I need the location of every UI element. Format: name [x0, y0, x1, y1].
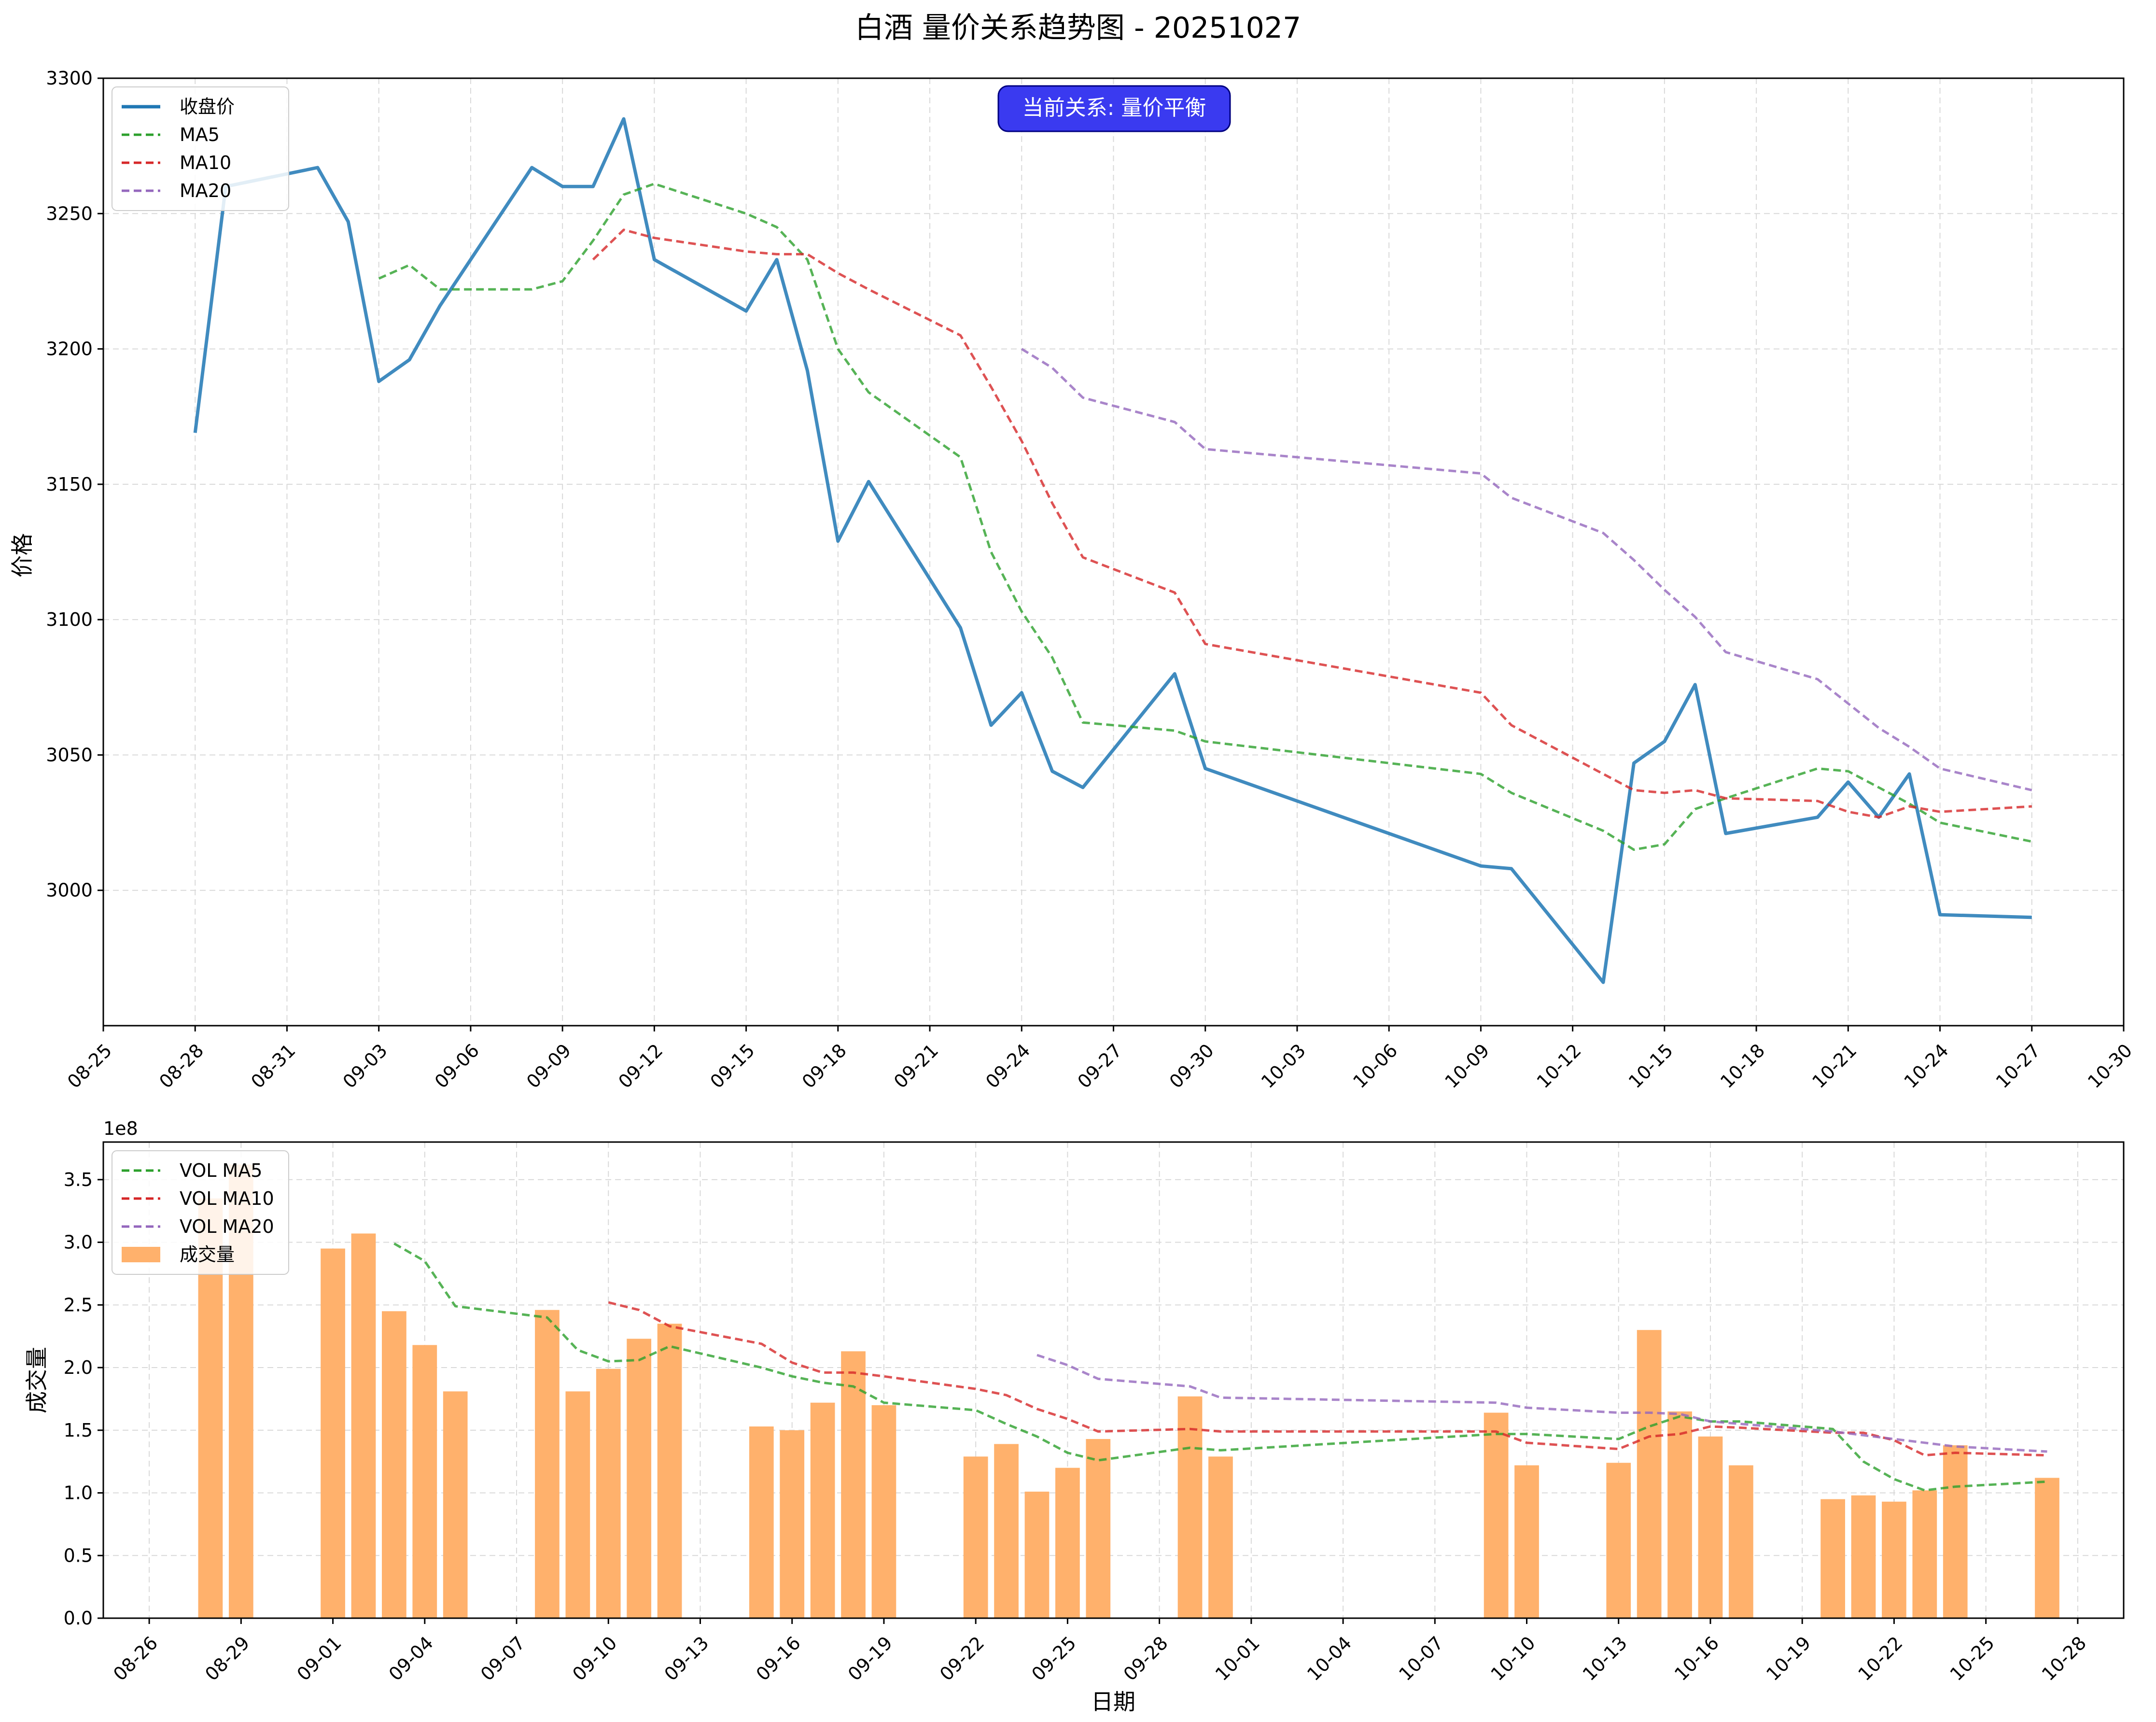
chart-title: 白酒 量价关系趋势图 - 20251027 [855, 11, 1301, 45]
volume-bar [1851, 1495, 1876, 1618]
volume-bar [382, 1311, 406, 1618]
y-tick-label: 1.0 [64, 1482, 93, 1504]
volume-bar [963, 1456, 988, 1618]
y-tick-label: 0.0 [64, 1608, 93, 1629]
volume-bar [994, 1444, 1019, 1618]
volume-bar [596, 1369, 621, 1618]
volume-bar [1484, 1412, 1509, 1618]
volume-bar [841, 1351, 866, 1618]
volume-bar [810, 1402, 835, 1618]
volume-axes-frame [102, 1141, 2125, 1619]
price-grid [103, 78, 2124, 1026]
y-tick-label: 2.0 [64, 1357, 93, 1378]
volume-bar [1024, 1491, 1050, 1618]
series-line-ma10 [592, 228, 2032, 819]
legend-label: MA20 [180, 180, 231, 201]
legend-label: VOL MA10 [180, 1188, 274, 1209]
y-tick-label: 3.0 [64, 1232, 93, 1253]
volume-bar [412, 1345, 437, 1618]
volume-bar [1514, 1465, 1539, 1618]
volume-bar [1882, 1501, 1906, 1618]
volume-bar [749, 1426, 774, 1618]
legend-label: 收盘价 [180, 96, 235, 117]
volume-bar [535, 1310, 560, 1618]
y-tick-label: 3000 [46, 880, 93, 901]
legend-frame [112, 86, 289, 211]
volume-y-ticks: 0.0 0.5 1.0 1.5 2.0 2.5 3.0 3.5 [64, 1169, 103, 1629]
volume-bar [351, 1233, 376, 1618]
series-line-ma5 [378, 183, 2032, 851]
volume-bar [565, 1391, 590, 1618]
y-tick-label: 0.5 [64, 1545, 93, 1566]
volume-bar [1820, 1499, 1845, 1618]
volume-scale-label: 1e8 [103, 1118, 138, 1139]
volume-x-axis-label: 日期 [1091, 1689, 1135, 1715]
price-y-axis-label: 价格 [9, 533, 35, 578]
y-tick-label: 3300 [46, 68, 93, 89]
legend-swatch [122, 1247, 160, 1262]
volume-bar [1637, 1330, 1662, 1618]
price-legend: 收盘价 MA5 MA10 MA20 [112, 86, 289, 211]
volume-bar [2035, 1478, 2059, 1618]
y-tick-label: 3250 [46, 203, 93, 224]
legend-label: VOL MA5 [180, 1160, 262, 1181]
y-tick-label: 3150 [46, 474, 93, 495]
relation-badge-text: 当前关系: 量价平衡 [1022, 96, 1206, 120]
volume-bar [1912, 1490, 1937, 1618]
volume-bar [1208, 1456, 1233, 1618]
volume-bar [1729, 1465, 1753, 1618]
volume-y-axis-label: 成交量 [24, 1347, 50, 1413]
legend-frame [112, 1150, 289, 1275]
volume-bar [627, 1339, 652, 1618]
series-line-vol-ma5 [393, 1242, 2047, 1492]
volume-bar [1086, 1439, 1111, 1618]
legend-label: 成交量 [180, 1244, 235, 1265]
y-tick-label: 3050 [46, 744, 93, 765]
legend-label: MA5 [180, 124, 220, 145]
price-y-ticks: 3000 3050 3100 3150 3200 3250 3300 [46, 68, 103, 901]
volume-bar [1698, 1436, 1723, 1618]
volume-legend: VOL MA5 VOL MA10 VOL MA20 成交量 [112, 1150, 289, 1275]
volume-bar [321, 1248, 345, 1618]
series-line-vol-ma10 [608, 1301, 2047, 1457]
y-tick-label: 1.5 [64, 1420, 93, 1441]
y-tick-label: 2.5 [64, 1294, 93, 1315]
volume-bar [1943, 1445, 1968, 1618]
volume-bar [1055, 1468, 1080, 1618]
y-tick-label: 3200 [46, 339, 93, 360]
series-line-ma20 [1021, 348, 2032, 791]
legend-label: VOL MA20 [180, 1216, 274, 1237]
volume-bar [780, 1430, 805, 1618]
y-tick-label: 3.5 [64, 1169, 93, 1190]
volume-bar [1177, 1396, 1203, 1618]
legend-label: MA10 [180, 152, 231, 173]
series-line-vol-ma20 [1036, 1354, 2047, 1453]
volume-bar [1667, 1411, 1692, 1618]
volume-bar [871, 1405, 896, 1618]
volume-chart: 08-26 08-29 09-01 09-04 09-07 09-10 09-13 09-16… [24, 1118, 2125, 1715]
volume-bar [1606, 1463, 1631, 1618]
volume-bars [198, 1164, 2059, 1618]
y-tick-label: 3100 [46, 609, 93, 630]
series-line-收盘价 [193, 117, 2032, 984]
volume-series [393, 1242, 2047, 1492]
volume-bar [443, 1391, 468, 1618]
price-series [193, 117, 2032, 984]
relation-badge: 当前关系: 量价平衡 [997, 85, 1231, 132]
volume-bar [657, 1324, 682, 1618]
